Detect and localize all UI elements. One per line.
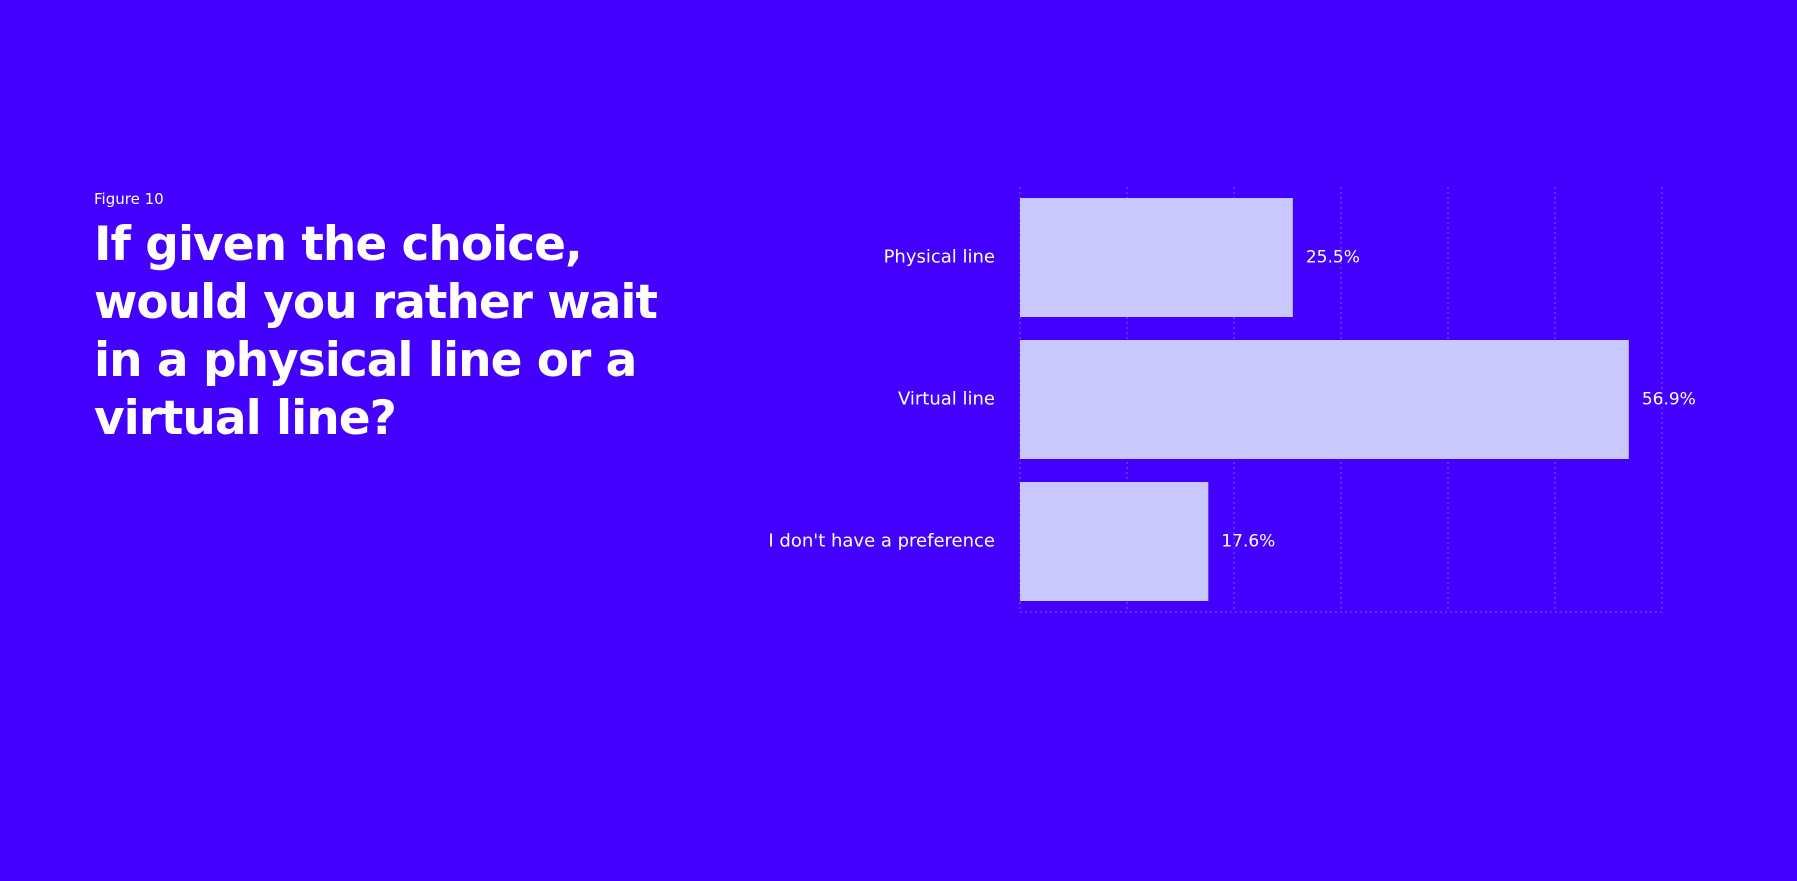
bar: [1020, 340, 1629, 459]
bar: [1020, 482, 1209, 601]
bar: [1020, 198, 1293, 317]
chart-title: If given the choice, would you rather wa…: [94, 217, 658, 446]
value-label: 56.9%: [1642, 390, 1696, 410]
value-label: 25.5%: [1306, 248, 1360, 268]
value-label: 17.6%: [1221, 532, 1275, 552]
category-label: Physical line: [884, 247, 995, 268]
figure-label: Figure 10: [94, 190, 164, 208]
category-label: I don't have a preference: [768, 531, 995, 552]
category-label: Virtual line: [898, 389, 995, 410]
